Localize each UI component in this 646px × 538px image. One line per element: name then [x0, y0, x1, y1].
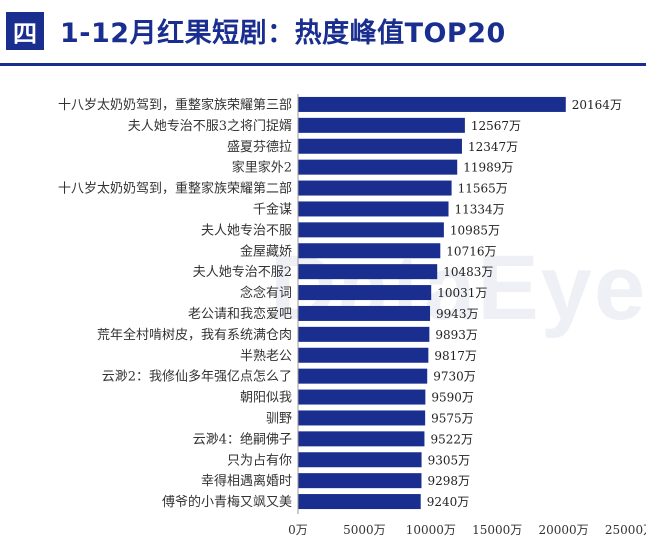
bar — [298, 368, 428, 384]
bar — [298, 431, 425, 447]
bar — [298, 96, 566, 112]
bar — [298, 138, 462, 154]
data-label: 9575万 — [431, 411, 474, 425]
category-label: 金屋藏娇 — [240, 243, 292, 259]
data-label: 9305万 — [428, 453, 471, 467]
bar — [298, 264, 438, 280]
data-label: 10716万 — [446, 244, 496, 258]
data-label: 11334万 — [455, 202, 505, 216]
category-label: 家里家外2 — [232, 160, 292, 176]
category-label: 只为占有你 — [227, 453, 292, 468]
data-label: 10985万 — [450, 223, 500, 237]
category-label: 朝阳似我 — [240, 391, 292, 406]
x-tick-label: 25000万 — [605, 523, 646, 537]
category-label: 千金谋 — [253, 201, 292, 217]
data-label: 9943万 — [436, 307, 479, 321]
bar — [298, 494, 421, 510]
category-label: 半熟老公 — [240, 348, 292, 364]
category-label: 幸得相遇离婚时 — [201, 473, 292, 489]
bar — [298, 180, 452, 196]
bar — [298, 473, 422, 489]
data-label: 9817万 — [434, 349, 477, 363]
x-tick-label: 5000万 — [343, 523, 386, 537]
header: 四 1-12月红果短剧：热度峰值TOP20 — [0, 0, 646, 66]
category-label: 十八岁太奶奶驾到，重整家族荣耀第二部 — [58, 181, 292, 197]
data-label: 9590万 — [431, 391, 474, 405]
category-label: 云渺4：绝嗣佛子 — [193, 431, 292, 447]
category-label: 十八岁太奶奶驾到，重整家族荣耀第三部 — [58, 97, 292, 113]
bar — [298, 326, 430, 342]
x-tick-label: 15000万 — [472, 523, 522, 537]
bar — [298, 243, 441, 259]
section-badge: 四 — [6, 12, 44, 50]
page-title: 1-12月红果短剧：热度峰值TOP20 — [60, 18, 506, 49]
data-label: 9893万 — [435, 328, 478, 342]
data-label: 9730万 — [433, 370, 476, 384]
data-label: 11565万 — [458, 182, 508, 196]
category-label: 夫人她专治不服2 — [193, 265, 292, 280]
category-label: 云渺2：我修仙多年强亿点怎么了 — [102, 369, 292, 385]
x-tick-label: 20000万 — [539, 523, 589, 537]
bar — [298, 389, 426, 405]
x-tick-label: 0万 — [288, 523, 308, 537]
x-tick-label: 10000万 — [406, 523, 456, 537]
bar — [298, 222, 444, 238]
data-label: 9522万 — [430, 432, 473, 446]
data-label: 12347万 — [468, 140, 518, 154]
bar — [298, 410, 426, 426]
bar — [298, 305, 431, 321]
bar — [298, 452, 422, 468]
category-label: 驯野 — [266, 411, 292, 426]
data-label: 12567万 — [471, 119, 521, 133]
category-label: 夫人她专治不服3之将门捉婿 — [128, 119, 292, 134]
category-label: 荒年全村啃树皮，我有系统满仓肉 — [97, 327, 292, 343]
bar — [298, 285, 432, 301]
title-underline — [0, 63, 646, 66]
data-label: 11989万 — [463, 161, 513, 175]
data-label: 9240万 — [427, 495, 470, 509]
data-label: 9298万 — [427, 474, 470, 488]
data-label: 10031万 — [437, 286, 487, 300]
category-label: 老公请和我恋爱吧 — [188, 306, 292, 322]
bar — [298, 117, 465, 133]
bar — [298, 159, 458, 175]
category-label: 盛夏芬德拉 — [227, 140, 292, 155]
data-label: 20164万 — [572, 98, 622, 112]
bar — [298, 347, 429, 363]
category-label: 念念有词 — [240, 285, 292, 301]
bar — [298, 201, 449, 217]
category-label: 夫人她专治不服 — [201, 223, 292, 238]
data-label: 10483万 — [443, 265, 493, 279]
category-label: 傅爷的小青梅又飒又美 — [162, 494, 292, 510]
